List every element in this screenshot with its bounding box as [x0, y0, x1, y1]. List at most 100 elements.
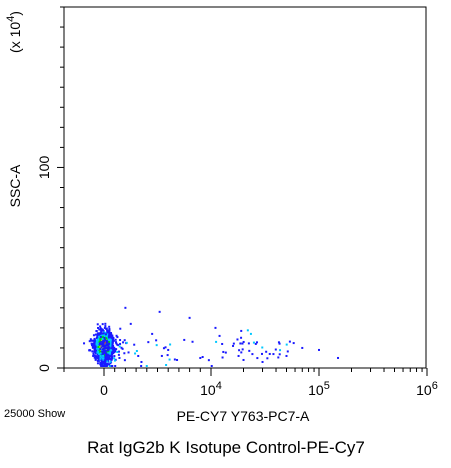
x-tick-label: 105	[308, 380, 330, 398]
event-dot	[241, 348, 244, 351]
event-dot	[168, 358, 171, 361]
event-dot	[95, 341, 98, 344]
event-dot	[115, 334, 118, 337]
event-dot	[100, 346, 103, 349]
event-dot	[95, 343, 98, 346]
event-points	[83, 306, 340, 367]
event-dot	[99, 325, 102, 328]
event-dot	[215, 340, 218, 343]
event-dot	[210, 364, 213, 367]
event-dot	[119, 327, 122, 330]
event-dot	[285, 343, 288, 346]
event-dot	[95, 352, 98, 355]
event-dot	[104, 350, 107, 353]
event-dot	[94, 358, 97, 361]
event-dot	[102, 358, 105, 361]
event-dot	[92, 354, 95, 357]
event-dot	[89, 338, 92, 341]
event-dot	[111, 356, 114, 359]
event-dot	[108, 330, 111, 333]
event-dot	[103, 341, 106, 344]
event-dot	[261, 346, 264, 349]
event-dot	[92, 342, 95, 345]
event-dot	[107, 336, 110, 339]
event-dot	[89, 339, 92, 342]
x-tick-label: 106	[416, 380, 438, 398]
event-dot	[106, 349, 109, 352]
event-dot	[103, 364, 106, 367]
event-dot	[106, 348, 109, 351]
event-dot	[122, 341, 125, 344]
event-dot	[279, 349, 282, 352]
event-dot	[232, 344, 235, 347]
event-dot	[97, 354, 100, 357]
event-dot	[88, 340, 91, 343]
event-dot	[105, 364, 108, 367]
event-dot	[97, 359, 100, 362]
event-dot	[98, 344, 101, 347]
event-dot	[106, 357, 109, 360]
event-dot	[108, 342, 111, 345]
event-dot	[104, 338, 107, 341]
event-dot	[246, 329, 249, 332]
event-dot	[106, 329, 109, 332]
event-dot	[113, 346, 116, 349]
event-dot	[103, 344, 106, 347]
event-dot	[99, 337, 102, 340]
event-dot	[94, 341, 97, 344]
event-dot	[108, 354, 111, 357]
event-dot	[249, 332, 252, 335]
event-dot	[127, 351, 130, 354]
event-dot	[105, 344, 108, 347]
event-dot	[114, 338, 117, 341]
event-dot	[110, 343, 113, 346]
event-dot	[137, 354, 140, 357]
event-dot	[96, 353, 99, 356]
event-dot	[103, 335, 106, 338]
event-dot	[91, 339, 94, 342]
event-dot	[94, 351, 97, 354]
event-dot	[108, 346, 111, 349]
event-dot	[110, 349, 113, 352]
event-dot	[93, 343, 96, 346]
event-dot	[92, 344, 95, 347]
event-dot	[96, 351, 99, 354]
event-dot	[108, 329, 111, 332]
event-dot	[97, 326, 100, 329]
event-dot	[96, 332, 99, 335]
event-dot	[96, 336, 99, 339]
event-dot	[98, 343, 101, 346]
event-dot	[106, 347, 109, 350]
event-dot	[108, 364, 111, 367]
event-dot	[118, 356, 121, 359]
event-dot	[133, 343, 136, 346]
event-dot	[111, 345, 114, 348]
event-dot	[101, 345, 104, 348]
event-dot	[110, 332, 113, 335]
event-dot	[100, 343, 103, 346]
event-dot	[114, 364, 117, 367]
event-dot	[94, 333, 97, 336]
event-dot	[99, 332, 102, 335]
event-dot	[108, 333, 111, 336]
event-dot	[155, 344, 158, 347]
event-dot	[104, 333, 107, 336]
event-dot	[102, 354, 105, 357]
event-dot	[97, 346, 100, 349]
event-dot	[101, 341, 104, 344]
event-dot	[107, 341, 110, 344]
event-dot	[252, 341, 255, 344]
event-dot	[93, 340, 96, 343]
event-dot	[111, 351, 114, 354]
event-dot	[151, 332, 154, 335]
event-dot	[101, 328, 104, 331]
event-dot	[247, 342, 250, 345]
event-dot	[99, 348, 102, 351]
event-dot	[92, 339, 95, 342]
chart-title: Rat IgG2b K Isotupe Control-PE-Cy7	[87, 438, 365, 457]
x-axis-label: PE-CY7 Y763-PC7-A	[177, 408, 310, 424]
event-dot	[277, 356, 280, 359]
event-dot	[121, 347, 124, 350]
event-dot	[93, 338, 96, 341]
event-dot	[117, 350, 120, 353]
